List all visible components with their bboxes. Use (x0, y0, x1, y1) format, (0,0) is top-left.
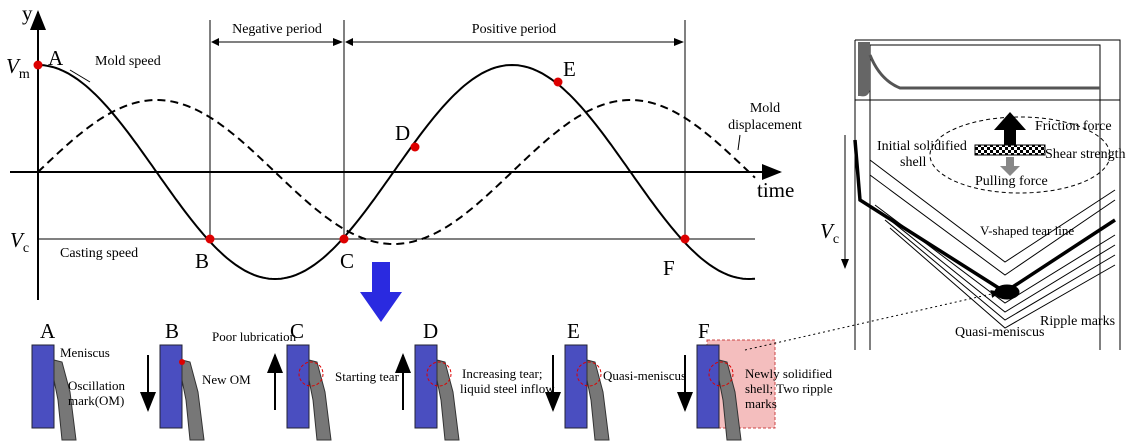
stage-note: Meniscus (60, 345, 110, 360)
stage-note: Oscillation (68, 378, 126, 393)
stage-shape (437, 360, 459, 440)
time-label: time (757, 178, 794, 202)
shear-block (975, 145, 1045, 155)
leader (738, 135, 740, 150)
stage-label: C (290, 319, 304, 343)
mold-note: Quasi-meniscus (955, 325, 1044, 340)
stage-shape (309, 360, 331, 440)
stage-label: A (40, 319, 56, 343)
mold-plate (415, 345, 437, 428)
down-arrow (360, 262, 402, 322)
stages (32, 340, 775, 440)
plot: y time Vm Vc Mold speed Casting speed Mo… (6, 1, 802, 300)
mold-plate (32, 345, 54, 428)
point-label: E (563, 57, 576, 81)
stage-note: Starting tear (335, 369, 400, 384)
mold-plate (160, 345, 182, 428)
figure: y time Vm Vc Mold speed Casting speed Mo… (0, 0, 1135, 443)
stage-note: Newly solidified (745, 366, 833, 381)
stage-label: E (567, 319, 580, 343)
mold-note: Friction force (1035, 119, 1112, 134)
mold-note: Ripple marks (1040, 314, 1115, 329)
vm-label: Vm (6, 54, 30, 82)
stage-note: New OM (202, 372, 251, 387)
mold-note: Pulling force (975, 174, 1048, 189)
stage-note: Quasi-meniscus (603, 368, 686, 383)
stage-note: Increasing tear; (462, 366, 542, 381)
point-label: F (663, 256, 675, 280)
point-label: C (340, 249, 354, 273)
stage-note: mark(OM) (68, 393, 124, 408)
stage-label: D (423, 319, 438, 343)
stage-note: Poor lubrication (212, 329, 297, 344)
mold-view (845, 40, 1120, 350)
mold-note: Shear strength (1045, 147, 1125, 162)
stage-shape (179, 359, 185, 365)
stage-note: liquid steel inflow (460, 381, 555, 396)
stage-label: B (165, 319, 179, 343)
mold-plate (565, 345, 587, 428)
friction-arrow (994, 112, 1026, 150)
stage-label: F (698, 319, 710, 343)
stage-note: shell; Two ripple (745, 381, 833, 396)
mold-plate (697, 345, 719, 428)
casting-speed-label: Casting speed (60, 246, 138, 261)
period-lines (210, 20, 685, 239)
positive-period-label: Positive period (472, 22, 556, 37)
point-label: B (195, 249, 209, 273)
stage-shape (182, 360, 204, 440)
dotted-link (745, 292, 1000, 350)
negative-period-label: Negative period (232, 22, 322, 37)
point-label: D (395, 121, 410, 145)
vc-label: Vc (10, 228, 29, 256)
mold-speed-label: Mold speed (95, 54, 161, 69)
mold-note: V-shaped tear line (980, 223, 1074, 238)
point-label: A (48, 46, 64, 70)
mold-vc: Vc (820, 219, 839, 247)
y-label: y (22, 1, 33, 25)
mold-plate (287, 345, 309, 428)
stage-note: marks (745, 396, 777, 411)
